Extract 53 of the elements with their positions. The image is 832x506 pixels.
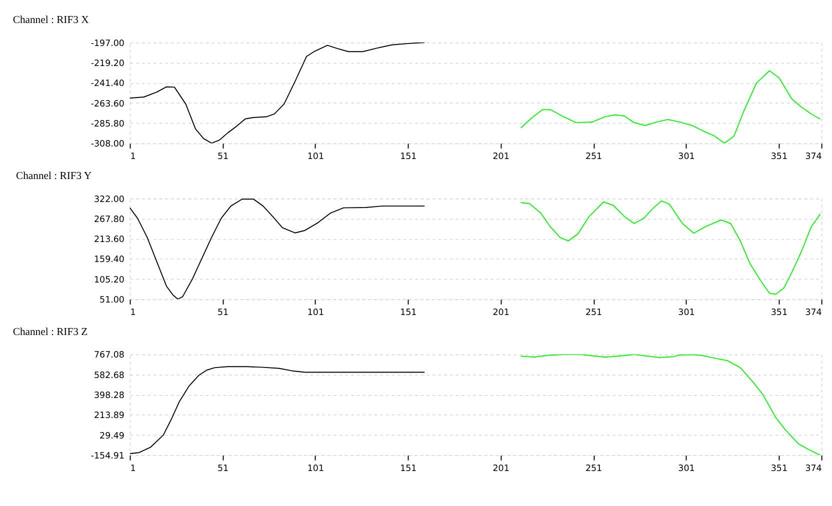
chart-title: Channel : RIF3 X [12, 15, 90, 26]
x-tick-label: 201 [492, 464, 510, 474]
y-tick-label: 213.60 [94, 235, 124, 246]
x-tick-label: 251 [585, 152, 602, 162]
y-tick-label: -308.00 [90, 140, 124, 150]
y-tick-label: 267.80 [94, 214, 124, 225]
x-tick-label: 101 [307, 464, 324, 474]
x-tick-label: 51 [217, 308, 229, 318]
x-tick-label: 301 [678, 464, 695, 474]
x-tick-label: 301 [678, 308, 695, 318]
line-series [520, 70, 821, 144]
x-tick-label: 201 [492, 152, 510, 162]
x-tick-label: 251 [585, 308, 602, 318]
y-tick-label: -241.40 [90, 79, 124, 90]
chart-title: Channel : RIF3 Z [12, 326, 88, 338]
y-tick-label: 767.08 [94, 350, 124, 361]
y-tick-label: 159.40 [94, 255, 124, 266]
y-tick-label: -263.60 [90, 99, 124, 110]
y-tick-label: 398.28 [94, 391, 124, 402]
y-tick-label: -154.91 [90, 451, 124, 462]
y-tick-label: 105.20 [94, 275, 124, 286]
y-tick-label: 29.49 [100, 431, 124, 442]
line-series [130, 198, 426, 300]
x-tick-label: 101 [307, 152, 324, 162]
x-tick-label: 351 [770, 152, 788, 162]
x-tick-label: 1 [130, 464, 136, 474]
x-tick-label: 351 [770, 308, 788, 318]
chart-title: Channel : RIF3 Y [16, 171, 92, 182]
y-tick-label: 213.89 [94, 411, 124, 422]
x-tick-label: 101 [307, 308, 324, 318]
y-tick-label: 322.00 [94, 194, 124, 205]
line-series [520, 354, 821, 456]
y-tick-label: -219.20 [90, 58, 124, 69]
x-tick-label: 374 [805, 152, 822, 162]
x-tick-label: 151 [400, 308, 417, 318]
x-tick-label: 374 [805, 464, 822, 474]
y-tick-label: -285.80 [90, 119, 124, 130]
x-tick-label: 201 [492, 308, 510, 318]
x-tick-label: 51 [217, 464, 229, 474]
x-tick-label: 151 [400, 464, 417, 474]
x-tick-label: 1 [130, 308, 136, 318]
x-tick-label: 301 [678, 152, 695, 162]
x-tick-label: 374 [805, 308, 822, 318]
x-tick-label: 51 [217, 152, 229, 162]
y-tick-label: 582.68 [94, 370, 124, 381]
x-tick-label: 351 [770, 464, 788, 474]
line-series [130, 42, 426, 144]
x-tick-label: 1 [130, 152, 136, 162]
x-tick-label: 251 [585, 464, 602, 474]
y-tick-label: 51.00 [100, 296, 124, 306]
x-tick-label: 151 [400, 152, 417, 162]
y-tick-label: -197.00 [90, 38, 124, 49]
line-series [520, 200, 821, 295]
